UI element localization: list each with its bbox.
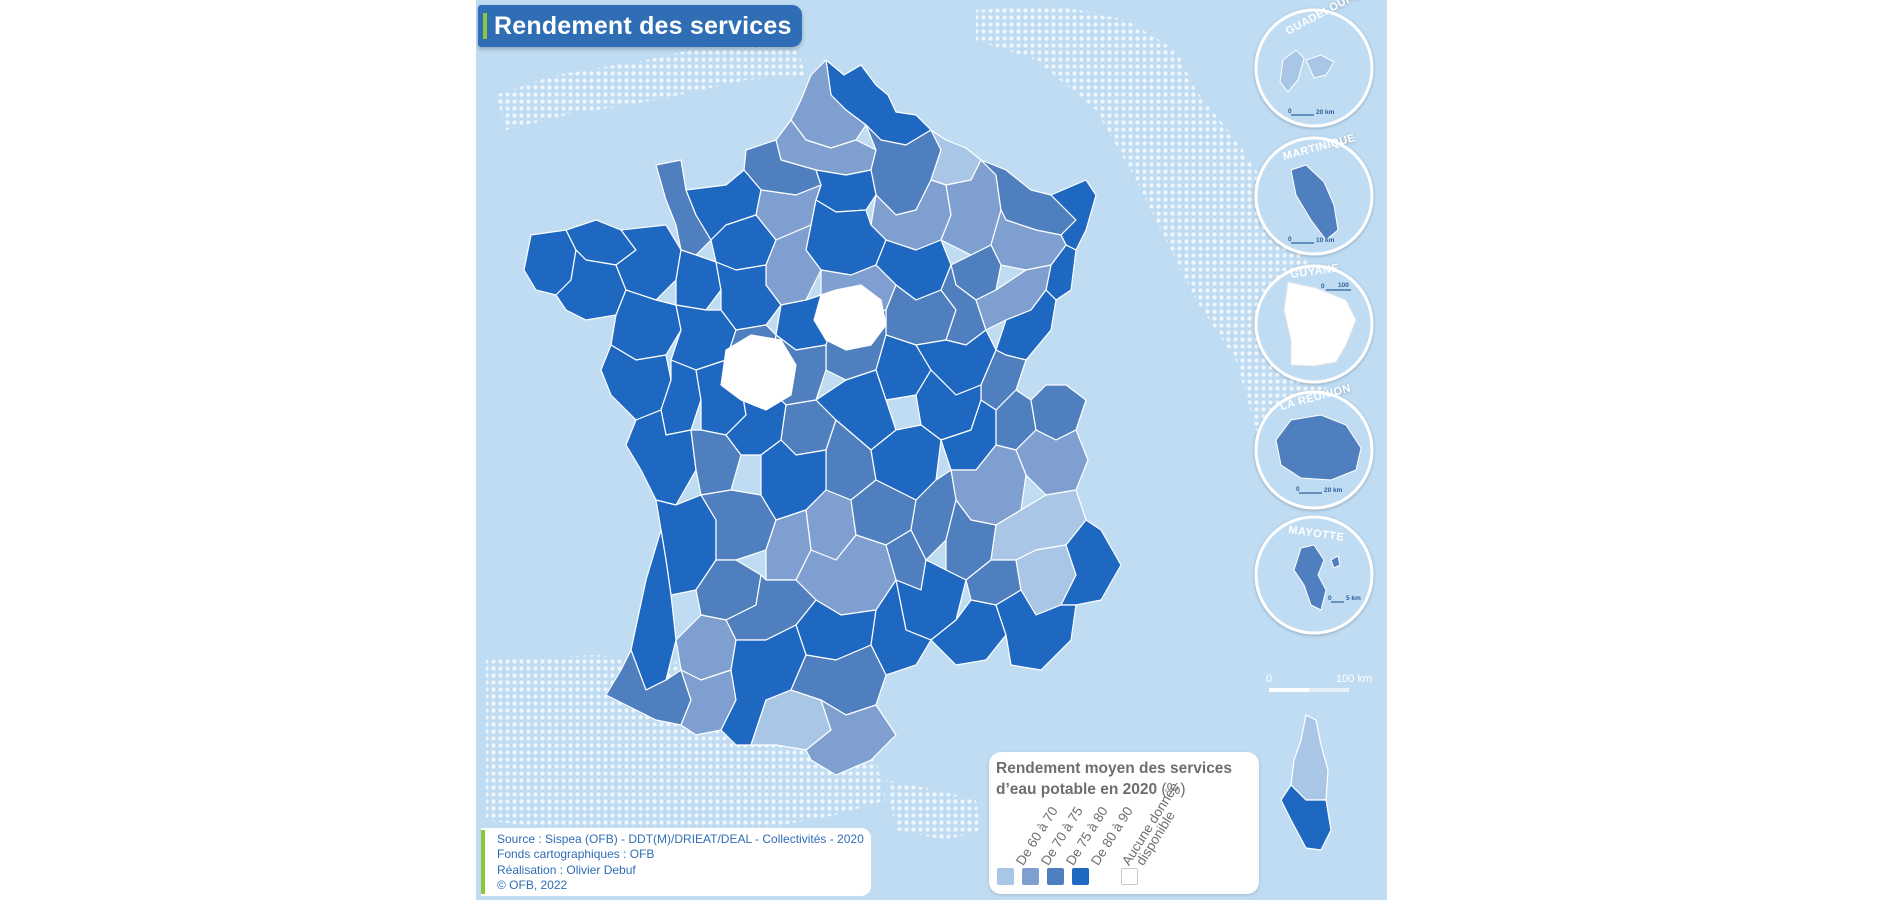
scale-bar: 0 100 km [1266,673,1372,692]
department-savoie [1015,429,1089,496]
scale-end: 100 km [1336,673,1372,685]
legend-unit: (%) [1161,781,1186,798]
source-box: Source : Sispea (OFB) - DDT(M)/DRIEAT/DE… [481,828,871,896]
department-mayenne [675,249,722,311]
scale-zero: 0 [1266,673,1272,685]
inset-guadeloupe: 0 20 km GUADELOUPE [1254,0,1374,128]
mayotte-scale: 5 km [1346,595,1361,602]
guadeloupe-scale: 20 km [1316,109,1335,116]
page-title: Rendement des services [494,11,792,40]
martinique-scale: 10 km [1316,237,1335,244]
department-manche [655,159,712,256]
legend-title: Rendement moyen des services d’eau potab… [996,758,1256,800]
department-haute-corse [1290,714,1329,801]
department-var [995,589,1077,671]
france-map: 0 100 km 0 20 km GUADELOUPE 0 10 km MART… [486,0,1374,851]
source-line-4: © OFB, 2022 [497,878,568,892]
title-banner: Rendement des services [478,5,802,47]
department-charente-maritime [625,409,697,506]
guyane-scale-zero: 0 [1321,283,1325,290]
department-ille-et-vilaine [615,224,682,301]
department-herault [870,579,932,676]
legend-swatch-80-90 [1072,868,1089,885]
department-alpes-maritimes [1060,519,1122,606]
department-loire-atlantique [610,289,682,361]
legend-title-line1: Rendement moyen des services [996,760,1233,777]
source-line-1: Source : Sispea (OFB) - DDT(M)/DRIEAT/DE… [497,832,864,846]
department-layer [523,59,1332,851]
guadeloupe-scale-zero: 0 [1288,108,1292,115]
martinique-scale-zero: 0 [1288,236,1292,243]
department-gers [675,614,737,681]
department-sarthe [715,261,782,331]
legend-title-line2: d’eau potable en 2020 [996,781,1158,798]
legend: Rendement moyen des services d’eau potab… [989,752,1259,894]
department-charente [690,429,742,496]
legend-swatch-75-80 [1047,868,1064,885]
source-line-2: Fonds cartographiques : OFB [497,847,655,861]
legend-swatch-60-70 [997,868,1014,885]
department-no-data-loiret-area [813,284,887,351]
source-line-3: Réalisation : Olivier Debuf [497,863,636,877]
department-no-data-indre-loire-area [720,334,797,411]
reunion-scale-zero: 0 [1296,486,1300,493]
guyane-scale: 100 [1338,282,1349,289]
inset-mayotte: 0 5 km MAYOTTE [1254,515,1374,635]
reunion-scale: 20 km [1324,487,1343,494]
mayotte-scale-zero: 0 [1328,595,1332,602]
inset-guyane: 0 100 GUYANE [1254,262,1374,384]
legend-swatch-no-data [1121,868,1138,885]
map-panel: 0 100 km 0 20 km GUADELOUPE 0 10 km MART… [476,0,1387,900]
department-pyrenees-orientales [805,699,897,776]
inset-martinique: 0 10 km MARTINIQUE [1254,132,1374,256]
legend-swatch-70-75 [1022,868,1039,885]
department-corse-du-sud [1280,784,1332,851]
